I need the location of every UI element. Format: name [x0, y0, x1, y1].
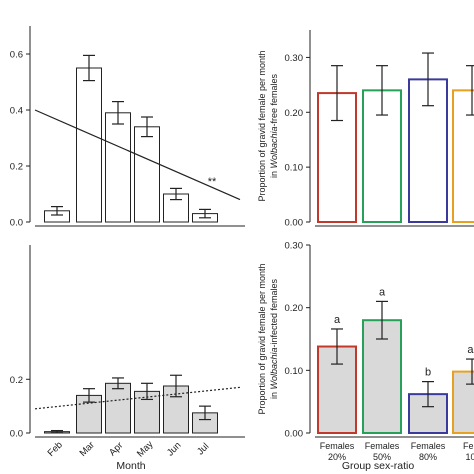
panel-bottom-right: 0.000.100.200.30aaba,Females20%Females50… [257, 241, 474, 472]
y-tick-label: 0.2 [10, 162, 23, 173]
y-tick-label: 0.30 [285, 241, 304, 252]
y-tick-label: 0.10 [285, 163, 304, 174]
y-tick-label: 0.4 [10, 106, 23, 117]
x-tick-label-line2: 10( [465, 452, 474, 462]
panel-bottom-left: 0.0 0.2 Feb Mar Apr May Jun Jul Month [10, 245, 245, 472]
bar [76, 67, 102, 223]
y-tick-label: 0.20 [285, 108, 304, 119]
y-axis-title-line2: in Wolbachia-infected females [269, 278, 279, 399]
x-tick-label: Mar [78, 440, 97, 459]
y-axis-title-suffix: -infected females [269, 278, 279, 347]
bar [105, 382, 131, 434]
bar [452, 370, 474, 435]
x-tick-label-line1: Females [365, 441, 400, 451]
y-axis-title-species: Wolbachia [269, 348, 279, 390]
x-axis-title: Month [116, 460, 145, 472]
significance-annotation: ** [208, 176, 217, 188]
x-tick-label-line1: Females [411, 441, 446, 451]
y-tick-label: 0.0 [10, 218, 23, 229]
y-tick-label: 0.0 [10, 429, 23, 440]
x-tick-label: Jun [165, 440, 184, 459]
trend-line [34, 109, 241, 201]
y-axis-title-prefix: in [269, 169, 279, 179]
significance-letter: b [425, 367, 431, 379]
y-axis-title-line1: Proportion of gravid female per month [257, 50, 267, 201]
x-axis-title: Group sex-ratio [342, 460, 415, 472]
significance-letter: a [379, 286, 386, 298]
significance-letter: a [334, 314, 341, 326]
x-tick-label: May [135, 439, 156, 460]
bar [105, 112, 131, 223]
x-tick-label-line1: Females [320, 441, 355, 451]
x-tick-label-line1: Fem [463, 441, 474, 451]
y-tick-label: 0.30 [285, 53, 304, 64]
x-tick-label-line2: 20% [328, 452, 346, 462]
y-axis-title-line1: Proportion of gravid female per month [257, 263, 267, 414]
bar [452, 89, 474, 224]
y-axis-title-suffix: -free females [269, 73, 279, 126]
y-tick-label: 0.00 [285, 218, 304, 229]
y-tick-label: 0.2 [10, 375, 23, 386]
y-axis-title-prefix: in [269, 390, 279, 400]
x-tick-label: Feb [46, 440, 65, 459]
panel-top-left: 0.0 0.2 0.4 0.6 ** [10, 26, 245, 229]
x-tick-label-line2: 50% [373, 452, 391, 462]
y-tick-label: 0.10 [285, 366, 304, 377]
x-tick-label: Apr [107, 440, 125, 458]
y-tick-label: 0.00 [285, 429, 304, 440]
bar [134, 126, 160, 223]
y-tick-label: 0.6 [10, 50, 23, 61]
y-tick-label: 0.20 [285, 303, 304, 314]
x-tick-label-line2: 80% [419, 452, 437, 462]
x-tick-label: Jul [195, 441, 211, 457]
y-axis-title-species: Wolbachia [269, 126, 279, 168]
y-axis-title-line2: in Wolbachia-free females [269, 73, 279, 178]
significance-letter: a, [467, 344, 474, 356]
panel-top-right: 0.00 0.10 0.20 0.30 Proportion of gravid fem… [257, 30, 474, 229]
